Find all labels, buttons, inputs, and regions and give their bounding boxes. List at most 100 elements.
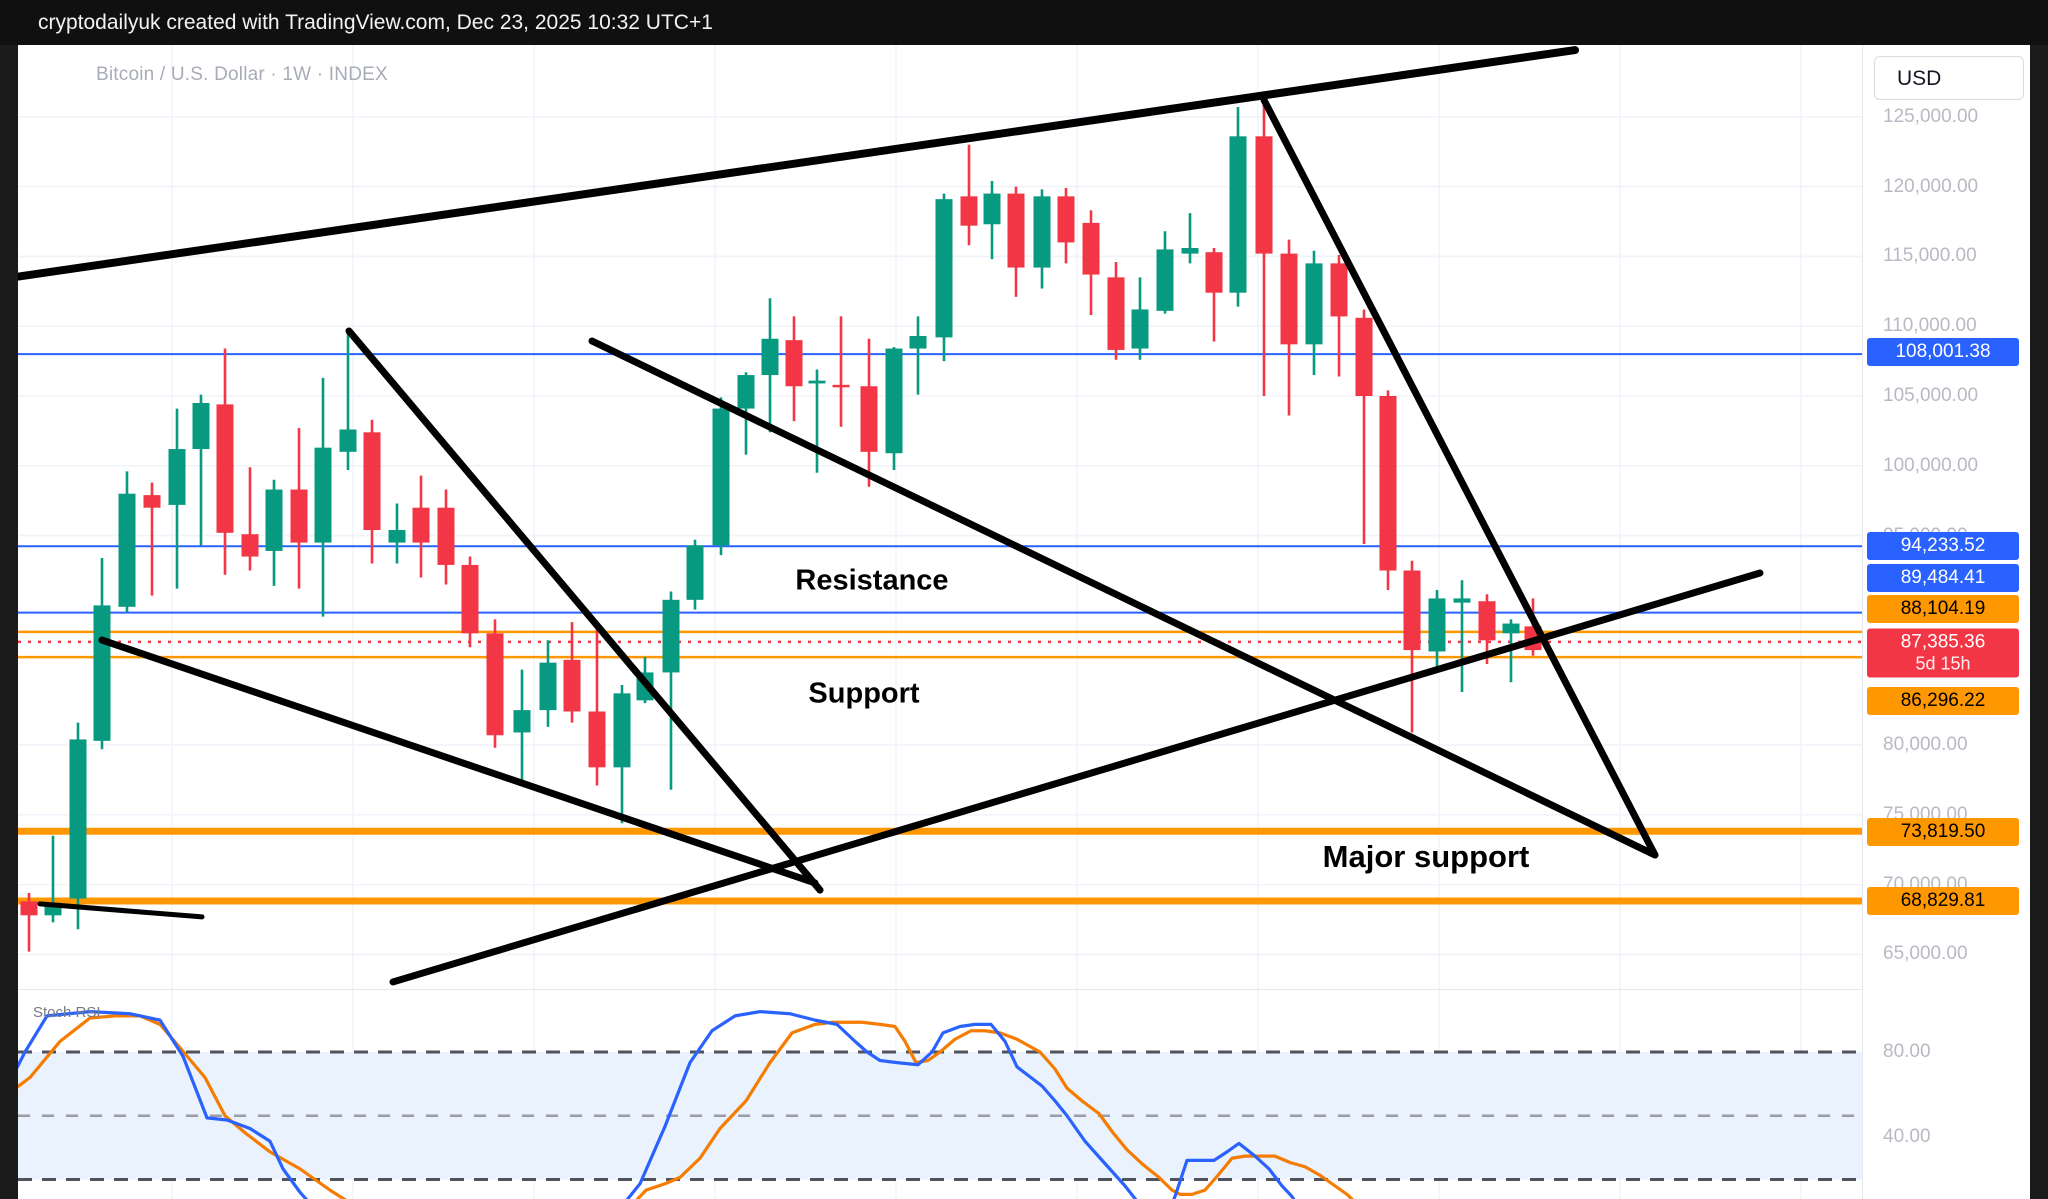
candlestick xyxy=(1330,263,1348,317)
candlestick xyxy=(1107,277,1125,350)
candlestick xyxy=(1007,193,1025,268)
price-axis-tick: 110,000.00 xyxy=(1883,315,1977,337)
candlestick xyxy=(1131,309,1149,349)
price-axis-tick: 120,000.00 xyxy=(1883,175,1979,197)
candlestick xyxy=(613,693,631,768)
candlestick xyxy=(960,196,978,226)
candlestick xyxy=(1205,252,1223,293)
candlestick xyxy=(1403,570,1421,651)
candlestick xyxy=(712,408,730,546)
candlestick xyxy=(983,193,1001,225)
candlestick xyxy=(1229,136,1247,293)
candlestick xyxy=(241,534,259,557)
candlestick xyxy=(1280,253,1298,345)
candlestick xyxy=(909,335,927,349)
candlestick xyxy=(785,340,803,387)
candlestick xyxy=(513,710,531,733)
left-toolbar-strip xyxy=(0,45,18,1199)
candlestick xyxy=(339,429,357,452)
price-axis-tick: 125,000.00 xyxy=(1883,105,1979,127)
price-badge-8810419: 88,104.19 xyxy=(1867,595,2019,623)
price-badge-6882981: 68,829.81 xyxy=(1867,887,2019,915)
countdown-timer: 5d 15h xyxy=(1915,653,1971,674)
trendline-left-wedge-steep[interactable] xyxy=(345,327,824,894)
currency-usd-button[interactable]: USD xyxy=(1874,56,2024,100)
candlestick xyxy=(737,375,755,409)
candlestick xyxy=(412,507,430,543)
candlestick xyxy=(1033,196,1051,268)
candlestick xyxy=(20,901,38,916)
candlestick xyxy=(93,605,111,741)
stoch-rsi-d-line xyxy=(18,1014,1355,1199)
candlestick xyxy=(662,599,680,673)
candlestick xyxy=(314,447,332,543)
price-axis-tick: 80,000.00 xyxy=(1883,734,1968,756)
price-badge-7381950: 73,819.50 xyxy=(1867,818,2019,846)
candlestick xyxy=(1453,598,1471,603)
candlestick xyxy=(860,386,878,452)
trendline-right-wedge-shallow[interactable] xyxy=(588,337,1659,859)
candlestick xyxy=(832,384,850,388)
stoch-axis-tick: 40.00 xyxy=(1883,1126,1931,1147)
trendline-right-wedge-steep[interactable] xyxy=(1260,96,1659,859)
candlestick xyxy=(808,380,826,384)
candlestick xyxy=(761,338,779,376)
candlestick xyxy=(563,659,581,712)
price-badge-10800138: 108,001.38 xyxy=(1867,338,2019,366)
trendline-small-left-tick[interactable] xyxy=(37,901,205,920)
stoch-rsi-k-line xyxy=(18,1010,1296,1199)
candlestick xyxy=(1355,317,1373,396)
candlestick xyxy=(885,348,903,454)
candlestick xyxy=(437,507,455,565)
candlestick xyxy=(265,489,283,551)
candlestick xyxy=(539,662,557,711)
candlestick xyxy=(1305,263,1323,345)
candlestick xyxy=(486,633,504,736)
candlestick xyxy=(118,493,136,607)
major-support-annotation[interactable]: Major support xyxy=(1322,839,1530,874)
price-badge-8629622: 86,296.22 xyxy=(1867,687,2019,715)
candlestick xyxy=(935,199,953,338)
candlestick xyxy=(216,404,234,533)
price-axis[interactable]: 125,000.00 120,000.00 115,000.00 110,000.00… xyxy=(1862,45,2031,1199)
candlestick xyxy=(588,711,606,768)
candlestick xyxy=(290,489,308,543)
candlestick xyxy=(192,402,210,450)
support-annotation[interactable]: Support xyxy=(808,677,920,710)
price-axis-tick: 105,000.00 xyxy=(1883,385,1979,406)
candlestick xyxy=(1181,248,1199,254)
trendline-left-wedge-shallow[interactable] xyxy=(98,636,819,887)
price-axis-tick: 100,000.00 xyxy=(1883,454,1979,476)
price-axis-tick: 115,000.00 xyxy=(1883,245,1977,267)
price-badge-8948441: 89,484.41 xyxy=(1867,564,2019,592)
right-edge-strip xyxy=(2030,45,2048,1199)
stoch-axis-tick: 80.00 xyxy=(1883,1041,1931,1062)
indicator-label: Stoch RSI xyxy=(33,1004,101,1021)
pane-separator[interactable] xyxy=(18,989,1862,990)
attribution-text: cryptodailyuk created with TradingView.c… xyxy=(38,11,713,34)
candlestick xyxy=(1428,598,1446,652)
candlestick xyxy=(1156,249,1174,311)
resistance-annotation[interactable]: Resistance xyxy=(795,564,949,597)
candlestick xyxy=(1057,196,1075,243)
trendline-upper-channel-ascending[interactable] xyxy=(11,46,1579,282)
trendline-long-ascending-support[interactable] xyxy=(389,569,1764,986)
candlestick xyxy=(1082,222,1100,275)
candlestick xyxy=(69,739,87,899)
candlestick xyxy=(143,495,161,508)
candlestick xyxy=(461,564,479,634)
price-badge-9423352: 94,233.52 xyxy=(1867,532,2019,560)
attribution-bar: cryptodailyuk created with TradingView.c… xyxy=(0,0,2048,45)
candlestick xyxy=(1255,136,1273,254)
candlestick xyxy=(686,545,704,600)
candlestick xyxy=(363,432,381,531)
candlestick xyxy=(388,530,406,543)
price-badge-8738536: 87,385.36 5d 15h xyxy=(1867,628,2019,678)
candlestick xyxy=(168,449,186,505)
candlestick xyxy=(1478,601,1496,641)
symbol-title: Bitcoin / U.S. Dollar · 1W · INDEX xyxy=(96,64,388,85)
candlestick xyxy=(1379,396,1397,571)
price-axis-tick: 65,000.00 xyxy=(1883,943,1968,965)
